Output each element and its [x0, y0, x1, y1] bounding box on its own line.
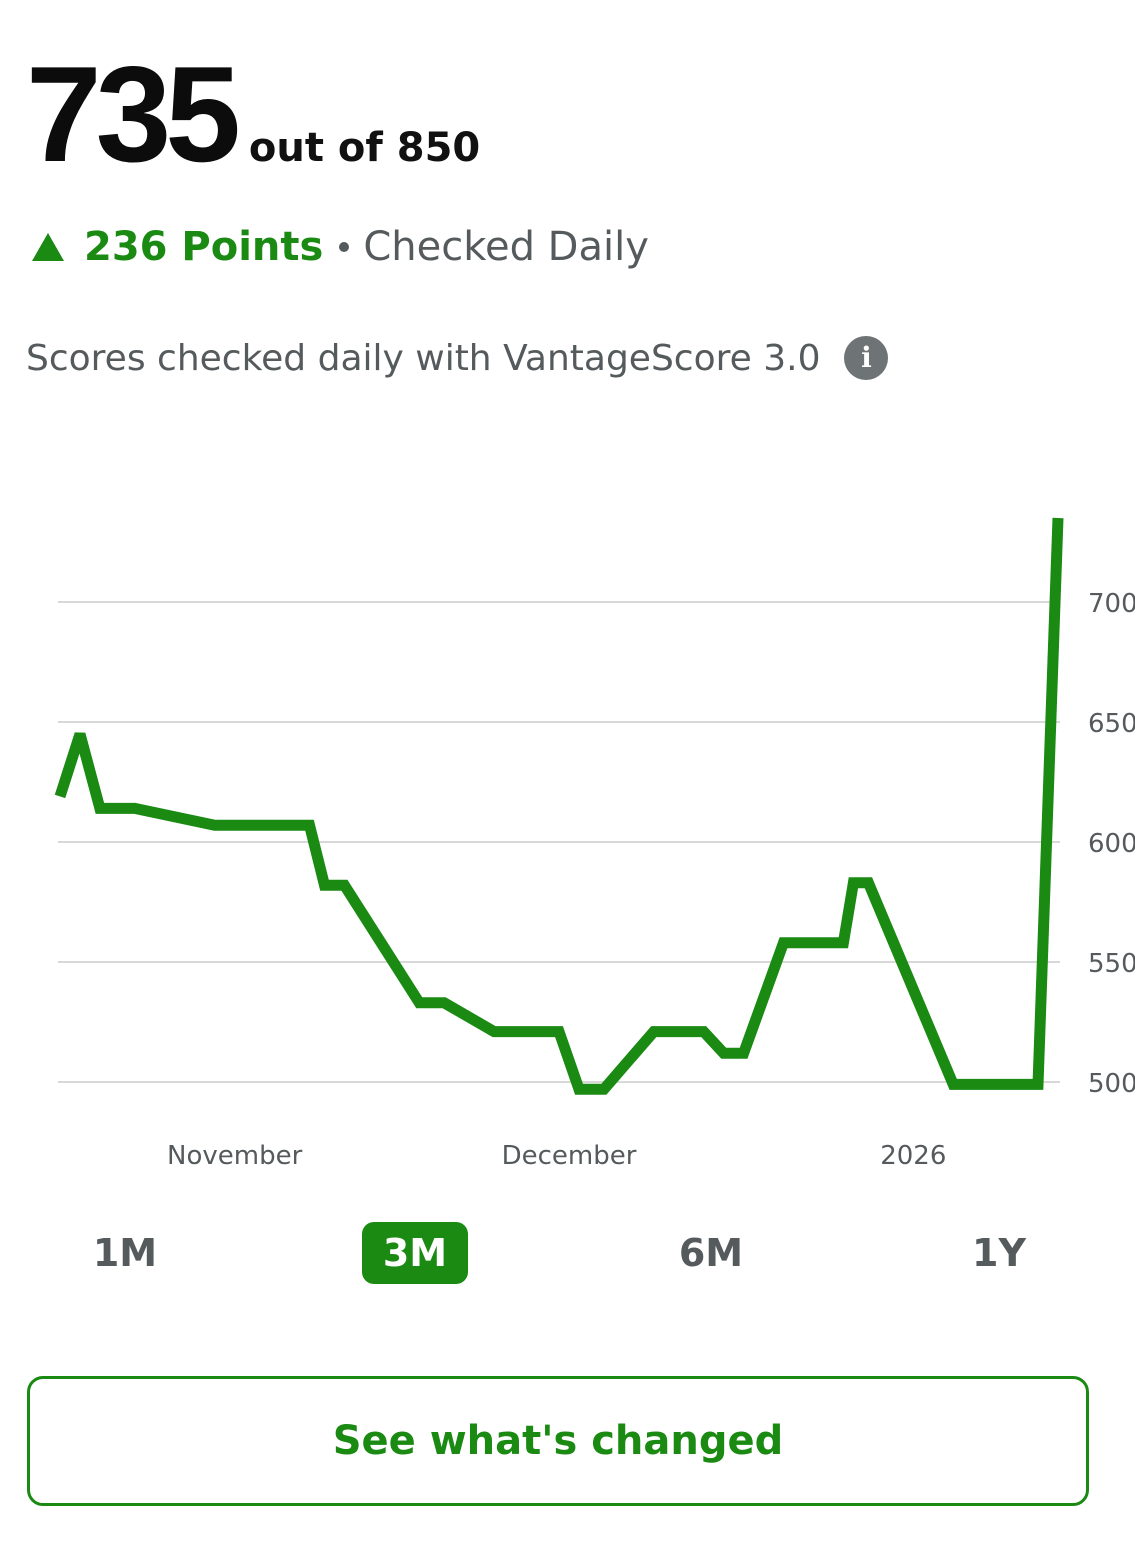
score-header: 735 out of 850 [26, 46, 480, 182]
score-source-row: Scores checked daily with VantageScore 3… [26, 336, 889, 380]
y-tick-label-550: 550 [1088, 949, 1135, 979]
y-tick-label-500: 500 [1088, 1069, 1135, 1099]
y-tick-label-700: 700 [1088, 589, 1135, 619]
y-tick-label-650: 650 [1088, 709, 1135, 739]
score-max-label: out of 850 [248, 125, 481, 171]
separator-dot [339, 242, 350, 252]
score-change-row: 236 Points Checked Daily [32, 224, 649, 270]
tab-3m[interactable]: 3M [362, 1222, 468, 1284]
tab-1m[interactable]: 1M [92, 1231, 158, 1275]
score-series-line [54, 517, 1064, 1095]
x-tick-label-december: December [502, 1141, 637, 1171]
x-tick-label-november: November [167, 1141, 303, 1171]
x-tick-label-2026: 2026 [880, 1141, 946, 1171]
score-history-chart: 500 550 600 650 700 November December 2026 [54, 517, 1135, 1171]
tab-6m[interactable]: 6M [678, 1231, 744, 1275]
info-icon[interactable]: i [844, 336, 889, 380]
see-whats-changed-button[interactable]: See what's changed [27, 1376, 1089, 1506]
check-frequency-label: Checked Daily [363, 224, 649, 270]
triangle-up-icon [32, 233, 64, 261]
tab-1y[interactable]: 1Y [972, 1231, 1026, 1275]
points-change-label: 236 Points [84, 224, 324, 270]
score-source-text: Scores checked daily with VantageScore 3… [26, 337, 821, 379]
credit-score-value: 735 [26, 38, 241, 190]
y-tick-label-600: 600 [1088, 829, 1135, 859]
time-range-tabs: 1M 3M 6M 1Y [0, 1222, 1135, 1284]
